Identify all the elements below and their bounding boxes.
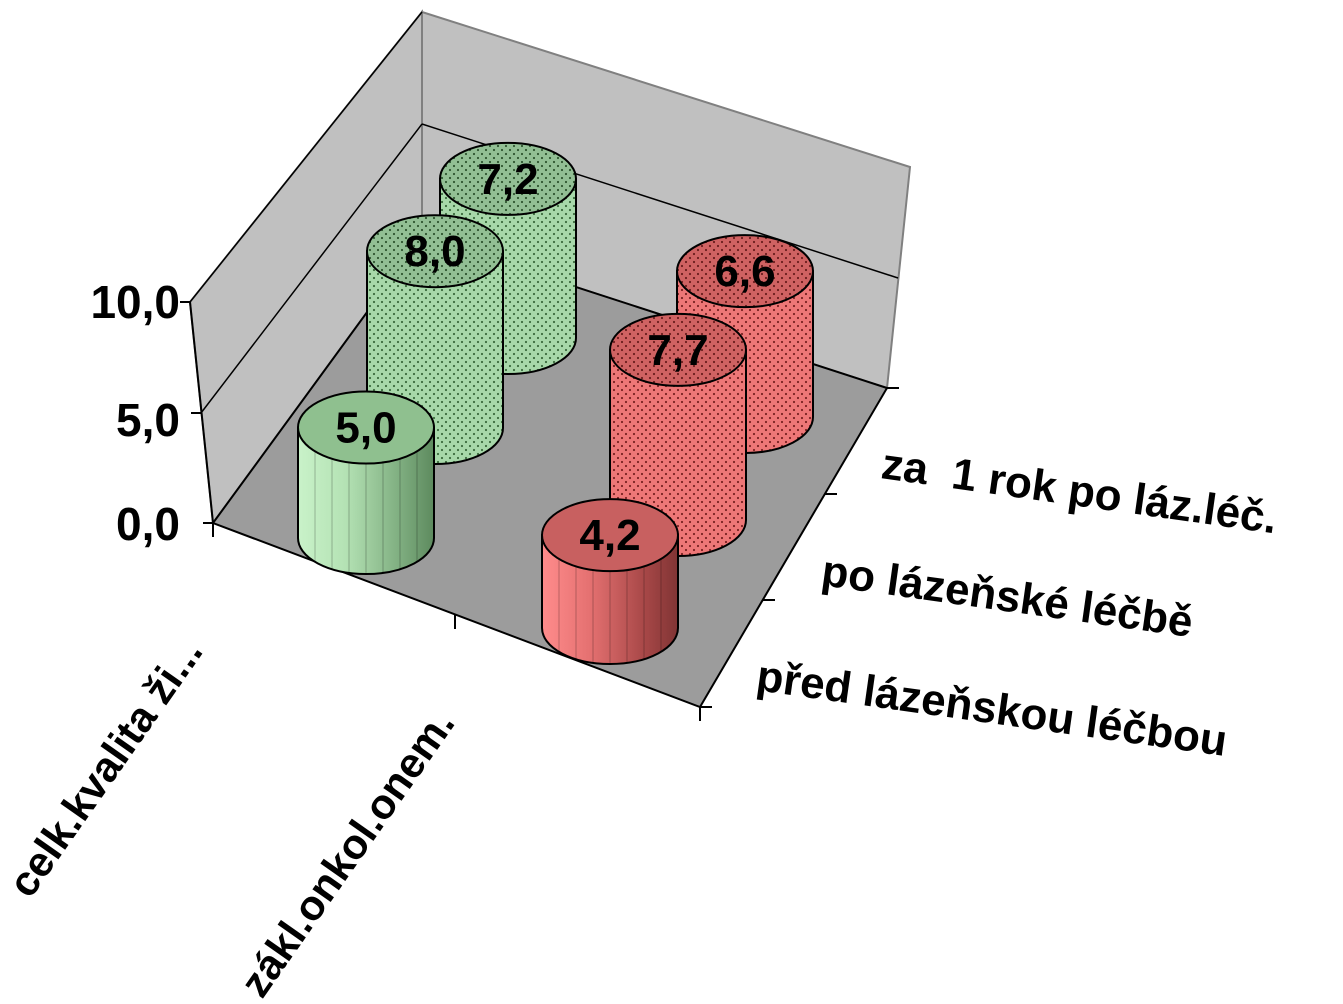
ytick-label: 10,0 — [90, 276, 180, 328]
cylinder-top — [676, 234, 814, 309]
ytick-label: 0,0 — [116, 498, 180, 550]
ytick-label: 5,0 — [116, 394, 180, 446]
data-label: 5,0 — [335, 404, 396, 453]
series-label-0: před lázeňskou léčbou — [754, 651, 1231, 766]
cylinder-side — [297, 426, 435, 575]
gridline-left-wall-mid — [200, 123, 423, 414]
cylinder-top — [366, 214, 504, 289]
cylinder-bar: 4,2 — [541, 498, 679, 665]
data-label: 6,6 — [714, 247, 775, 296]
cylinder-top — [609, 312, 747, 387]
data-label: 8,0 — [404, 227, 465, 276]
series-label-1: po lázeňské léčbě — [819, 546, 1196, 647]
category-label-1: zákl.onkol.onem. — [231, 701, 464, 1004]
cylinder-top — [297, 390, 435, 465]
cylinders-group: 7,2 6,6 8,0 7,7 5,0 4,2 — [297, 141, 814, 665]
category-labels: celk.kvalita ži... zákl.onkol.onem. — [0, 630, 463, 1004]
cylinder-top — [439, 141, 577, 216]
data-label: 4,2 — [579, 511, 640, 560]
cylinder-bar: 5,0 — [297, 390, 435, 575]
value-axis — [189, 301, 214, 524]
cylinder-top — [541, 498, 679, 573]
value-axis-labels: 0,0 5,0 10,0 — [90, 276, 180, 550]
category-label-0: celk.kvalita ži... — [0, 630, 211, 906]
data-label: 7,7 — [647, 326, 708, 375]
series-labels: za 1 rok po láz.léč. po lázeňské léčbě p… — [754, 439, 1281, 766]
data-label: 7,2 — [477, 155, 538, 204]
gridline-left-wall — [189, 11, 423, 303]
series-label-2: za 1 rok po láz.léč. — [879, 439, 1281, 543]
